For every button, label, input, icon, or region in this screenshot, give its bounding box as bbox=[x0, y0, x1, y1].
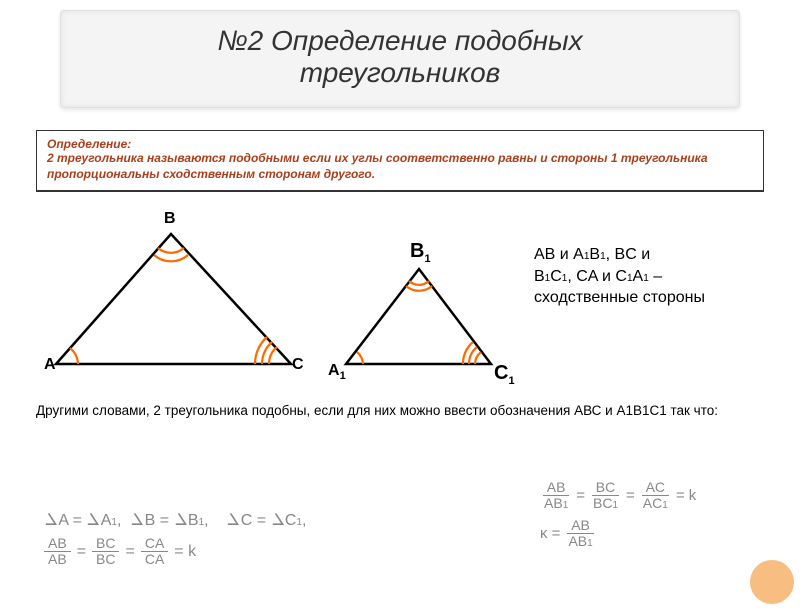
sides-note: AB и A1B1, BC и B1C1, CA и C1A1 – сходст… bbox=[534, 244, 764, 309]
triangle-a1b1c1 bbox=[346, 269, 491, 364]
title-bar: №2 Определение подобных треугольников bbox=[60, 10, 740, 108]
title-line2: треугольников bbox=[71, 57, 729, 89]
definition-heading: Определение: bbox=[47, 137, 753, 151]
triangles-svg bbox=[36, 204, 506, 394]
ratio-left: ABAB = BCBC = CACA = k bbox=[44, 536, 306, 568]
corner-dot-icon bbox=[750, 560, 794, 604]
definition-text: 2 треугольника называются подобными если… bbox=[47, 151, 753, 182]
label-c1: C1 bbox=[494, 362, 515, 387]
ratio-right-block: ABAB1 = BCBC1 = ACAC1 = k κ = ABAB1 bbox=[540, 480, 740, 556]
bottom-text: Другими словами, 2 треугольника подобны,… bbox=[36, 402, 764, 421]
label-c: C bbox=[292, 356, 304, 374]
label-a: A bbox=[44, 356, 56, 374]
title-line1: №2 Определение подобных bbox=[71, 25, 729, 57]
diagram-area: A B C A1 B1 C1 AB и A1B1, BC и B1C1, CA … bbox=[36, 204, 764, 394]
label-b1: B1 bbox=[410, 240, 431, 265]
label-a1: A1 bbox=[328, 362, 346, 382]
label-b: B bbox=[164, 210, 176, 228]
angle-equalities: ∠A = ∠A1, ∠B = ∠B1, ∠C = ∠C1, ABAB = BCB… bbox=[44, 510, 306, 568]
definition-box: Определение: 2 треугольника называются п… bbox=[36, 130, 764, 192]
